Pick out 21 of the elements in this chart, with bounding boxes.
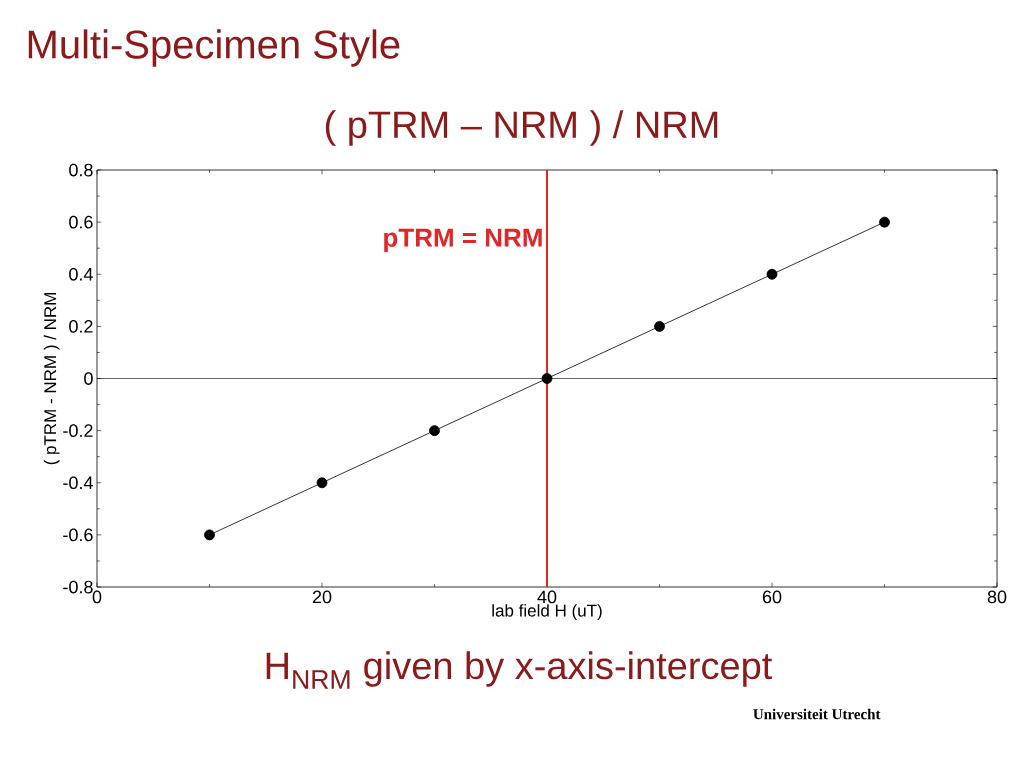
x-tick-label: 80 bbox=[987, 590, 1007, 604]
y-tick-label: 0 bbox=[84, 372, 93, 385]
y-tick-label: -0.4 bbox=[63, 476, 93, 490]
x-tick-label: 20 bbox=[312, 590, 332, 604]
chart-title: Multi-Specimen Style bbox=[28, 29, 400, 67]
y-tick-label: -0.2 bbox=[63, 424, 93, 437]
x-tick-label: 40 bbox=[537, 590, 557, 604]
text: Universiteit Utrecht bbox=[753, 708, 881, 720]
y-tick-label: 0.4 bbox=[69, 267, 93, 281]
chart-subtitle: ( pTRM – NRM ) / NRM bbox=[325, 110, 718, 146]
y-axis-title: ( pTRM - NRM ) / NRM bbox=[43, 293, 60, 465]
x-tick-label: 60 bbox=[762, 590, 782, 604]
y-tick-label: -0.8 bbox=[63, 580, 93, 594]
y-tick-label: 0.6 bbox=[69, 215, 93, 229]
y-tick-label: -0.6 bbox=[63, 528, 93, 542]
x-tick-label: 0 bbox=[92, 590, 102, 604]
ref-line-label: pTRM = NRM bbox=[384, 228, 542, 253]
y-tick-label: 0.8 bbox=[69, 163, 93, 177]
text: H$_{NRM}$ given by x-axis-intercept bbox=[266, 651, 773, 689]
x-axis-title: lab field H (uT) bbox=[492, 604, 602, 620]
y-tick-label: 0.2 bbox=[69, 320, 93, 333]
